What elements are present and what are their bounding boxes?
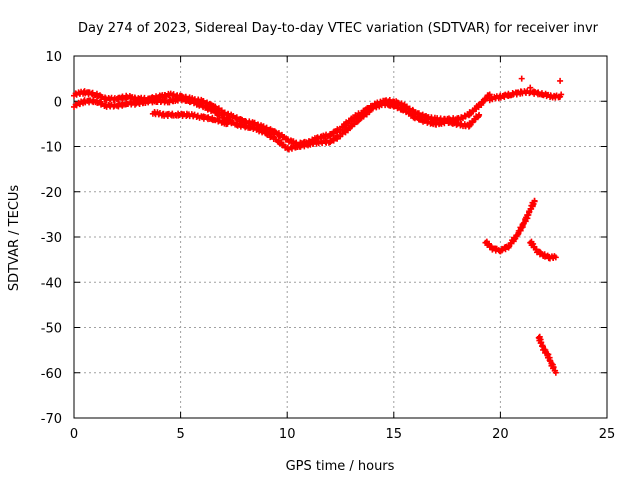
y-tick-label: -40 (41, 276, 62, 291)
axes (73, 55, 608, 419)
series-arc-2 (527, 238, 559, 262)
data-point (487, 243, 494, 250)
data-point (558, 91, 565, 98)
series-late-band (486, 88, 564, 104)
x-tick-label: 5 (176, 427, 184, 442)
x-axis-label: GPS time / hours (286, 459, 395, 474)
data-points (71, 75, 565, 376)
data-point (552, 369, 559, 376)
series-late-spikes (518, 75, 565, 98)
tick-labels: 0 5 10 15 20 25 10 0 -10 -20 -30 -40 -50 -60 -70 (41, 50, 616, 442)
data-point (271, 128, 278, 135)
y-axis-label: SDTVAR / TECUs (7, 185, 22, 292)
data-point (518, 75, 525, 82)
y-tick-label: 10 (45, 50, 62, 65)
data-point (527, 84, 534, 91)
data-point (550, 364, 557, 371)
y-tick-label: 0 (54, 95, 62, 110)
data-point (552, 254, 559, 261)
chart-title: Day 274 of 2023, Sidereal Day-to-day VTE… (78, 21, 599, 36)
grid-lines (74, 56, 607, 418)
y-tick-label: -20 (41, 186, 62, 201)
y-tick-label: -70 (41, 412, 62, 427)
x-tick-label: 25 (599, 427, 616, 442)
x-tick-label: 20 (492, 427, 509, 442)
y-tick-label: -50 (41, 322, 62, 337)
series-steep-line (535, 333, 559, 376)
series-lower-branch (149, 108, 231, 128)
data-point (486, 91, 493, 98)
data-point (224, 120, 231, 127)
x-tick-label: 10 (279, 427, 296, 442)
data-point (557, 77, 564, 84)
x-tick-label: 0 (70, 427, 78, 442)
y-tick-label: -60 (41, 367, 62, 382)
data-point (476, 111, 483, 118)
series-arc-1 (482, 197, 538, 255)
y-tick-label: -10 (41, 141, 62, 156)
series-main-band-lower (71, 95, 483, 153)
data-point (531, 197, 538, 204)
x-tick-label: 15 (386, 427, 403, 442)
y-tick-label: -30 (41, 231, 62, 246)
